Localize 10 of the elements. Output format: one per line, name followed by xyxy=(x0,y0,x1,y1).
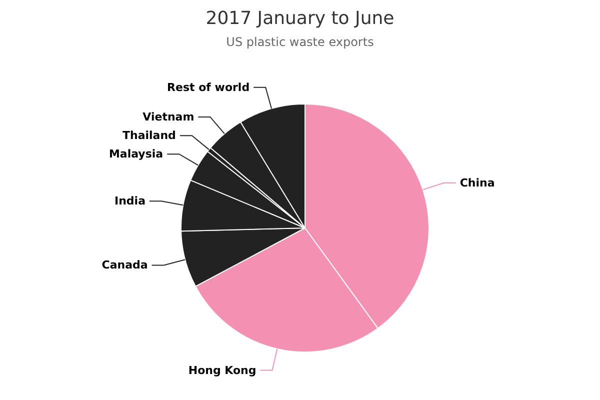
slice-label: Malaysia xyxy=(108,148,164,161)
slice-label: India xyxy=(114,194,146,208)
slice-label: Hong Kong xyxy=(188,364,256,377)
chart-title: 2017 January to June xyxy=(204,8,396,29)
slice-label: Vietnam xyxy=(142,110,194,124)
chart-subtitle: US plastic waste exports xyxy=(225,35,375,49)
slice-label: Thailand xyxy=(122,129,176,142)
slice-label: China xyxy=(460,176,495,190)
slice-label: Rest of world xyxy=(167,80,250,94)
slice-label: Canada xyxy=(102,258,148,272)
